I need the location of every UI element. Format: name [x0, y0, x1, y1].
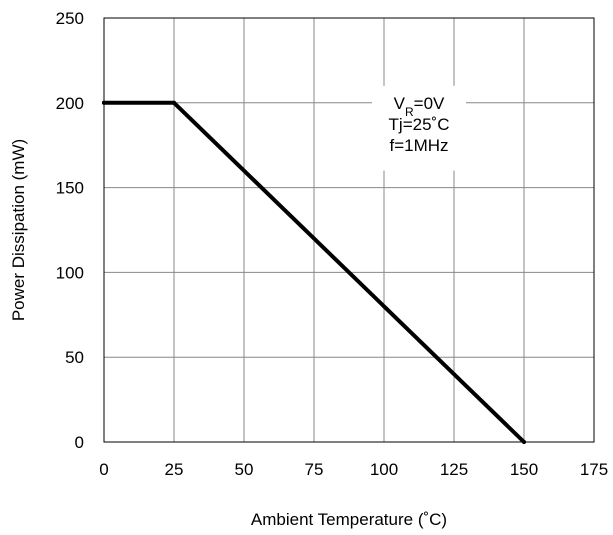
data-point [102, 100, 106, 105]
vr-symbol: V [394, 94, 406, 113]
x-tick-label: 125 [440, 460, 468, 479]
y-tick-label: 150 [56, 179, 84, 198]
y-tick-label: 50 [65, 348, 84, 367]
y-tick-label: 100 [56, 263, 84, 282]
y-axis-label: Power Dissipation (mW) [9, 139, 28, 321]
annotation-vr: VR=0V [394, 94, 445, 119]
x-tick-label: 50 [235, 460, 254, 479]
x-tick-label: 100 [370, 460, 398, 479]
x-tick-label: 0 [99, 460, 108, 479]
series-layer [102, 100, 526, 444]
plot-frame [103, 17, 595, 443]
y-tick-label: 250 [56, 9, 84, 28]
annotation-background [372, 85, 466, 171]
x-tick-labels: 0 25 50 75 100 125 150 175 [99, 460, 608, 479]
y-tick-label: 0 [75, 433, 84, 452]
x-axis-label: Ambient Temperature (˚C) [251, 510, 447, 529]
x-tick-label: 75 [305, 460, 324, 479]
x-tick-label: 175 [580, 460, 608, 479]
annotation-tj: Tj=25˚C [389, 115, 450, 134]
annotation-frequency: f=1MHz [389, 136, 448, 155]
data-point [522, 440, 526, 444]
data-point [172, 100, 176, 105]
grid-lines [103, 17, 595, 443]
vr-subscript: R [405, 105, 414, 119]
x-tick-label: 25 [165, 460, 184, 479]
x-tick-label: 150 [510, 460, 538, 479]
y-tick-labels: 0 50 100 150 200 250 [56, 9, 84, 452]
vr-value: =0V [414, 94, 445, 113]
y-tick-label: 200 [56, 94, 84, 113]
